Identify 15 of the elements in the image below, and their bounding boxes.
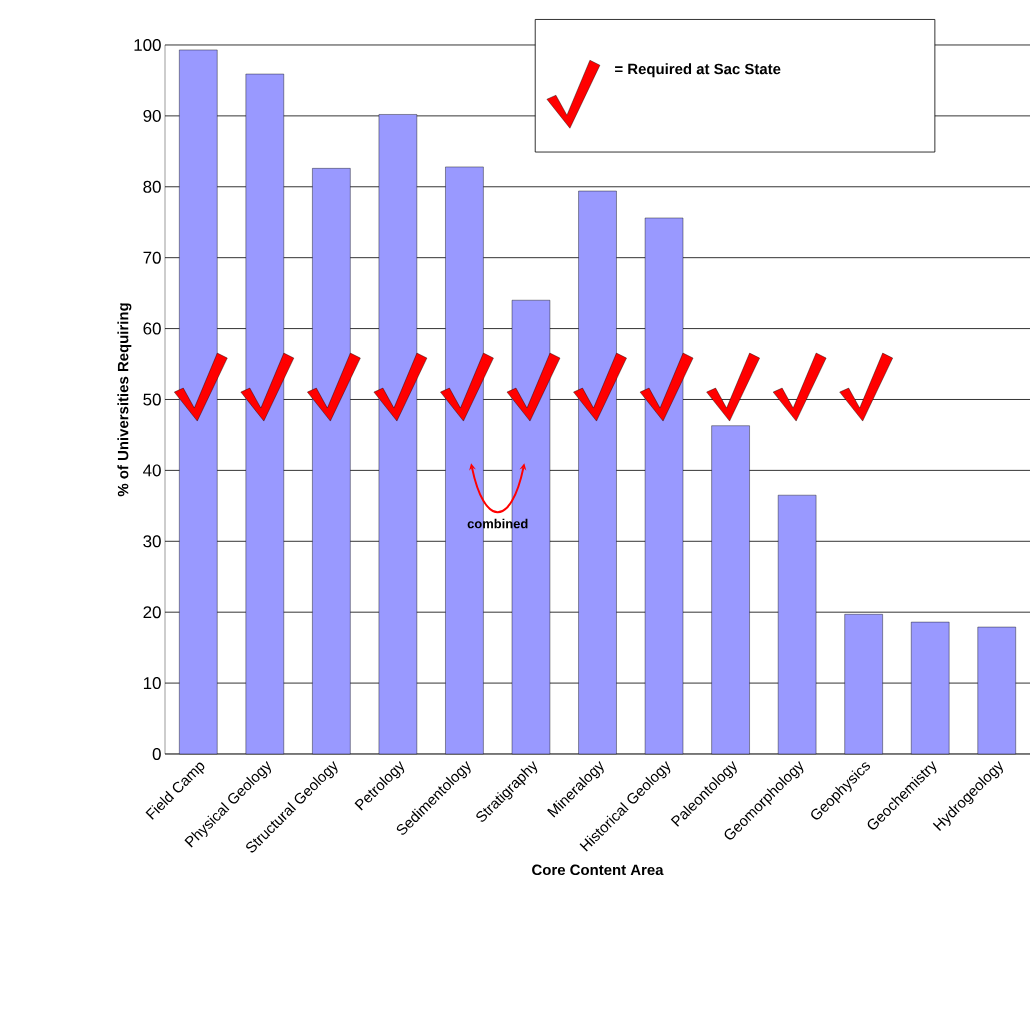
y-tick-label: 70 xyxy=(143,251,161,264)
y-tick-label: 10 xyxy=(143,677,161,690)
annotation: combined xyxy=(467,518,528,529)
y-tick-label: 20 xyxy=(143,606,161,619)
y-tick-label: 60 xyxy=(143,322,161,335)
y-tick-label: 50 xyxy=(143,393,161,406)
y-tick-label: 40 xyxy=(143,464,161,477)
y-tick-label: 90 xyxy=(143,109,161,122)
y-tick-label: 0 xyxy=(152,747,161,760)
x-axis-title: Core Content Area xyxy=(532,864,664,876)
y-tick-label: 30 xyxy=(143,535,161,548)
y-tick-label: 80 xyxy=(143,180,161,193)
y-axis-title: % of Universities Requiring xyxy=(117,303,132,497)
annotation: = Required at Sac State xyxy=(615,63,781,78)
y-tick-label: 100 xyxy=(134,38,161,51)
